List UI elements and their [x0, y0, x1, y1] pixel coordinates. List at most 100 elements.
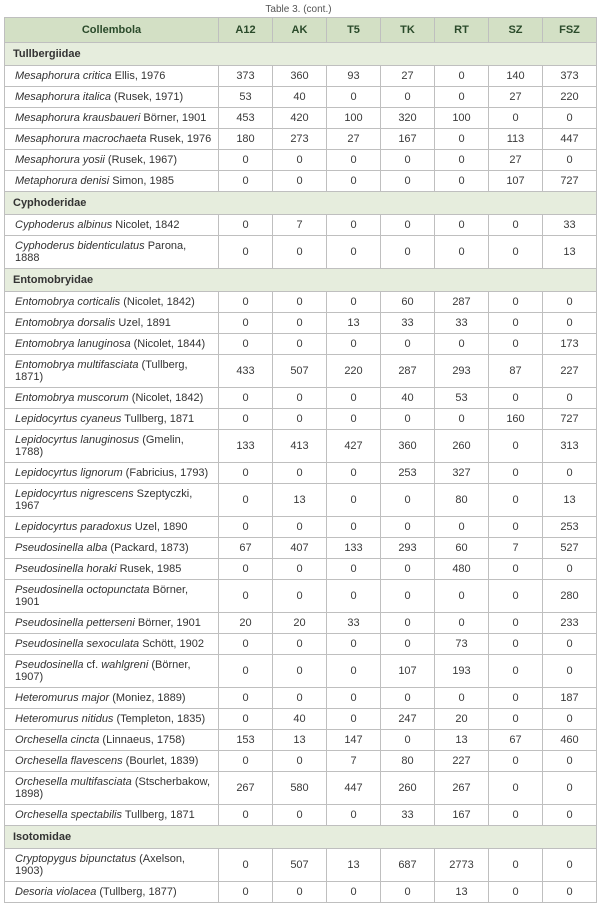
- table-row: Mesaphorura krausbaueri Börner, 19014534…: [5, 108, 597, 129]
- value-cell: 0: [219, 334, 273, 355]
- species-cell: Pseudosinella octopunctata Börner, 1901: [5, 580, 219, 613]
- species-cell: Mesaphorura italica (Rusek, 1971): [5, 87, 219, 108]
- table-row: Entomobrya dorsalis Uzel, 18910013333300: [5, 313, 597, 334]
- value-cell: 107: [381, 655, 435, 688]
- value-cell: 220: [327, 355, 381, 388]
- value-cell: 0: [543, 108, 597, 129]
- species-cell: Mesaphorura yosii (Rusek, 1967): [5, 150, 219, 171]
- table-row: Cyphoderus albinus Nicolet, 184207000033: [5, 215, 597, 236]
- species-table: CollembolaA12AKT5TKRTSZFSZ Tullbergiidae…: [4, 17, 597, 903]
- value-cell: 0: [219, 150, 273, 171]
- table-row: Entomobrya lanuginosa (Nicolet, 1844)000…: [5, 334, 597, 355]
- value-cell: 0: [543, 751, 597, 772]
- header-FSZ: FSZ: [543, 18, 597, 43]
- value-cell: 0: [543, 709, 597, 730]
- species-cell: Entomobrya lanuginosa (Nicolet, 1844): [5, 334, 219, 355]
- value-cell: 0: [489, 334, 543, 355]
- species-cell: Pseudosinella petterseni Börner, 1901: [5, 613, 219, 634]
- species-cell: Entomobrya muscorum (Nicolet, 1842): [5, 388, 219, 409]
- value-cell: 173: [543, 334, 597, 355]
- value-cell: 320: [381, 108, 435, 129]
- value-cell: 0: [219, 388, 273, 409]
- value-cell: 100: [435, 108, 489, 129]
- value-cell: 0: [489, 313, 543, 334]
- value-cell: 0: [435, 66, 489, 87]
- value-cell: 0: [273, 634, 327, 655]
- value-cell: 480: [435, 559, 489, 580]
- value-cell: 0: [381, 334, 435, 355]
- species-cell: Pseudosinella horaki Rusek, 1985: [5, 559, 219, 580]
- value-cell: 0: [381, 559, 435, 580]
- value-cell: 0: [543, 849, 597, 882]
- value-cell: 0: [489, 751, 543, 772]
- value-cell: 0: [381, 484, 435, 517]
- species-cell: Pseudosinella cf. wahlgreni (Börner, 190…: [5, 655, 219, 688]
- header-A12: A12: [219, 18, 273, 43]
- value-cell: 0: [381, 517, 435, 538]
- value-cell: 133: [219, 430, 273, 463]
- value-cell: 73: [435, 634, 489, 655]
- value-cell: 0: [219, 292, 273, 313]
- value-cell: 0: [219, 236, 273, 269]
- value-cell: 0: [273, 655, 327, 688]
- value-cell: 0: [435, 171, 489, 192]
- species-cell: Cyphoderus bidenticulatus Parona, 1888: [5, 236, 219, 269]
- value-cell: 0: [435, 236, 489, 269]
- group-row: Entomobryidae: [5, 269, 597, 292]
- header-RT: RT: [435, 18, 489, 43]
- species-cell: Lepidocyrtus lignorum (Fabricius, 1793): [5, 463, 219, 484]
- table-row: Pseudosinella cf. wahlgreni (Börner, 190…: [5, 655, 597, 688]
- value-cell: 0: [219, 751, 273, 772]
- value-cell: 20: [435, 709, 489, 730]
- table-row: Pseudosinella petterseni Börner, 1901202…: [5, 613, 597, 634]
- value-cell: 0: [327, 655, 381, 688]
- species-cell: Entomobrya multifasciata (Tullberg, 1871…: [5, 355, 219, 388]
- value-cell: 0: [543, 463, 597, 484]
- value-cell: 13: [543, 236, 597, 269]
- value-cell: 0: [327, 388, 381, 409]
- value-cell: 0: [435, 150, 489, 171]
- value-cell: 327: [435, 463, 489, 484]
- value-cell: 0: [273, 805, 327, 826]
- value-cell: 413: [273, 430, 327, 463]
- group-row: Isotomidae: [5, 826, 597, 849]
- value-cell: 7: [273, 215, 327, 236]
- value-cell: 33: [435, 313, 489, 334]
- value-cell: 233: [543, 613, 597, 634]
- value-cell: 0: [489, 236, 543, 269]
- value-cell: 407: [273, 538, 327, 559]
- value-cell: 27: [327, 129, 381, 150]
- table-row: Heteromurus major (Moniez, 1889)00000018…: [5, 688, 597, 709]
- value-cell: 0: [435, 613, 489, 634]
- value-cell: 0: [543, 559, 597, 580]
- value-cell: 0: [489, 559, 543, 580]
- value-cell: 527: [543, 538, 597, 559]
- value-cell: 420: [273, 108, 327, 129]
- value-cell: 13: [327, 313, 381, 334]
- value-cell: 0: [435, 688, 489, 709]
- table-row: Lepidocyrtus lanuginosus (Gmelin, 1788)1…: [5, 430, 597, 463]
- species-cell: Lepidocyrtus cyaneus Tullberg, 1871: [5, 409, 219, 430]
- header-species: Collembola: [5, 18, 219, 43]
- value-cell: 0: [489, 463, 543, 484]
- species-cell: Mesaphorura krausbaueri Börner, 1901: [5, 108, 219, 129]
- value-cell: 0: [273, 334, 327, 355]
- value-cell: 0: [273, 751, 327, 772]
- value-cell: 0: [543, 805, 597, 826]
- group-row: Tullbergiidae: [5, 43, 597, 66]
- group-title: Tullbergiidae: [5, 43, 597, 66]
- value-cell: 727: [543, 409, 597, 430]
- value-cell: 0: [327, 292, 381, 313]
- value-cell: 0: [219, 313, 273, 334]
- species-cell: Orchesella flavescens (Bourlet, 1839): [5, 751, 219, 772]
- value-cell: 0: [327, 463, 381, 484]
- species-cell: Mesaphorura critica Ellis, 1976: [5, 66, 219, 87]
- value-cell: 27: [381, 66, 435, 87]
- group-title: Cyphoderidae: [5, 192, 597, 215]
- value-cell: 167: [381, 129, 435, 150]
- value-cell: 287: [435, 292, 489, 313]
- value-cell: 193: [435, 655, 489, 688]
- species-cell: Orchesella cincta (Linnaeus, 1758): [5, 730, 219, 751]
- species-cell: Heteromurus major (Moniez, 1889): [5, 688, 219, 709]
- value-cell: 360: [273, 66, 327, 87]
